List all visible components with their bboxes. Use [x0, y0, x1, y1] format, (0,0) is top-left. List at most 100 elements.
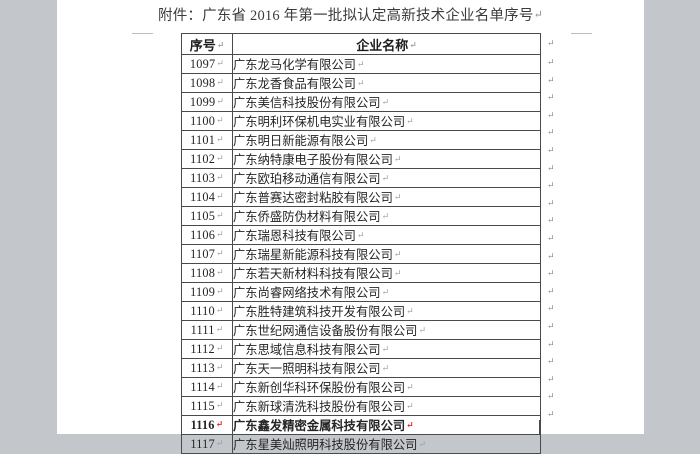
cell-sequence-number: 1097↵: [181, 54, 233, 74]
paragraph-mark-icon: ↵: [547, 356, 555, 367]
cell-sequence-number: 1117↵: [181, 434, 233, 454]
paragraph-mark-icon: ↵: [406, 401, 414, 411]
page-title-text: 广东省 2016 年第一批拟认定高新技术企业名单序号: [202, 8, 534, 24]
paragraph-mark-icon: ↵: [216, 285, 224, 296]
paragraph-mark-icon: ↵: [547, 92, 555, 103]
cell-sequence-number-value: 1111: [190, 322, 215, 337]
cell-sequence-number-value: 1101: [190, 132, 216, 147]
table-row: 1111↵ 广东世纪网通信设备股份有限公司↵: [181, 320, 541, 340]
cell-sequence-number: 1101↵: [181, 130, 233, 150]
paragraph-mark-icon: ↵: [381, 287, 390, 297]
table-row: 1100↵ 广东明利环保机电实业有限公司↵: [181, 111, 541, 131]
paragraph-mark-icon: ↵: [215, 361, 224, 372]
cell-sequence-number: 1098↵: [181, 73, 233, 93]
cell-sequence-number-value: 1116: [190, 417, 215, 432]
cell-sequence-number-value: 1114: [190, 379, 215, 394]
table-row: 1104↵ 广东普赛达密封粘胶有限公司↵: [181, 187, 541, 207]
paragraph-mark-icon: ↵: [547, 38, 555, 48]
cell-company-name: 广东欧珀移动通信有限公司↵: [232, 168, 541, 188]
cell-company-name: 广东胜特建筑科技开发有限公司↵: [232, 301, 541, 321]
table-row: 1106↵ 广东瑞恩科技有限公司↵: [181, 225, 541, 245]
paragraph-mark-icon: ↵: [547, 268, 555, 279]
column-header-name: 企业名称↵: [232, 33, 541, 55]
paragraph-mark-icon: ↵: [547, 320, 555, 331]
paragraph-mark-icon: ↵: [216, 266, 224, 277]
paragraph-mark-icon: ↵: [547, 232, 555, 243]
cell-company-name: 广东新创华科环保股份有限公司↵: [232, 377, 541, 397]
table-row: 1103↵ 广东欧珀移动通信有限公司↵: [181, 168, 541, 188]
cell-sequence-number-value: 1110: [190, 303, 215, 318]
paragraph-mark-icon: ↵: [216, 152, 224, 163]
table-row: 1099 ↵ 广东美信科技股份有限公司↵: [181, 92, 541, 112]
paragraph-mark-icon: ↵: [215, 418, 224, 429]
cell-company-name: 广东侨盛防伪材料有限公司↵: [232, 206, 541, 226]
cell-sequence-number-value: 1098: [189, 75, 216, 90]
table-row: 1110↵ 广东胜特建筑科技开发有限公司↵: [181, 301, 541, 321]
cell-company-name: 广东新球清洗科技股份有限公司↵: [232, 396, 541, 416]
paragraph-mark-icon: ↵: [547, 338, 555, 349]
cell-company-name: 广东瑞恩科技有限公司↵: [232, 225, 541, 245]
table-row: 1101↵ 广东明日新能源有限公司↵: [181, 130, 541, 150]
paragraph-mark-icon: ↵: [216, 190, 224, 201]
page-gutter-left: [0, 0, 57, 434]
paragraph-mark-icon: ↵: [393, 249, 402, 259]
column-header-id: 序号↵: [181, 33, 233, 55]
table-row: 1105↵ 广东侨盛防伪材料有限公司↵: [181, 206, 541, 226]
cell-sequence-number: 1104↵: [181, 187, 233, 207]
paragraph-mark-icon: ↵: [381, 173, 390, 183]
paragraph-mark-icon: ↵: [547, 250, 555, 261]
cell-company-name: 广东瑞星新能源科技有限公司↵: [232, 244, 541, 264]
cell-company-name-value: 广东瑞星新能源科技有限公司: [233, 248, 393, 262]
paragraph-mark-icon: ↵: [547, 109, 555, 120]
cell-sequence-number: 1112↵: [181, 339, 233, 359]
cell-company-name: 广东美信科技股份有限公司↵: [232, 92, 541, 112]
cell-sequence-number-value: 1107: [190, 246, 216, 261]
table-row: 1115↵ 广东新球清洗科技股份有限公司↵: [181, 396, 541, 416]
paragraph-mark-icon: ↵: [216, 76, 225, 87]
margin-crop-mark-right: [571, 33, 592, 34]
paragraph-mark-icon: ↵: [547, 162, 555, 173]
cell-company-name: 广东明日新能源有限公司↵: [232, 130, 541, 150]
paragraph-mark-icon: ↵: [215, 380, 224, 391]
paragraph-mark-icon: ↵: [381, 97, 390, 107]
cell-sequence-number: 1108↵: [181, 263, 233, 283]
paragraph-mark-icon: ↵: [547, 57, 555, 67]
table-row: 1113↵ 广东天一照明科技有限公司↵: [181, 358, 541, 378]
cell-company-name-value: 广东明日新能源有限公司: [233, 134, 369, 148]
cell-company-name-value: 广东胜特建筑科技开发有限公司: [233, 305, 406, 319]
table-row-partial: [181, 420, 540, 434]
cell-company-name: 广东明利环保机电实业有限公司↵: [232, 111, 541, 131]
paragraph-mark-icon: ↵: [215, 342, 224, 353]
table-header-row: 序号↵ 企业名称↵: [181, 33, 541, 55]
cell-company-name: 广东鑫发精密金属科技有限公司↵: [232, 415, 541, 435]
table-row: 1102↵ 广东纳特康电子股份有限公司↵: [181, 149, 541, 169]
paragraph-mark-icon: ↵: [215, 437, 224, 448]
cell-company-name-value: 广东美信科技股份有限公司: [233, 96, 381, 110]
cell-sequence-number-value: 1109: [190, 284, 216, 299]
right-margin-paragraph-marks: ↵ ↵ ↵ ↵ ↵ ↵ ↵ ↵ ↵ ↵ ↵ ↵ ↵ ↵ ↵ ↵ ↵ ↵ ↵ ↵ ↵ ↵: [547, 33, 567, 423]
cell-sequence-number: 1106↵: [181, 225, 233, 245]
cell-company-name-value: 广东明利环保机电实业有限公司: [233, 115, 406, 129]
cell-sequence-number: 1110↵: [181, 301, 233, 321]
paragraph-mark-icon: ↵: [393, 154, 402, 164]
cell-company-name: 广东普赛达密封粘胶有限公司↵: [232, 187, 541, 207]
margin-crop-mark-left: [132, 33, 153, 34]
cell-sequence-number-value: 1097: [189, 56, 216, 71]
paragraph-mark-icon: ↵: [406, 306, 414, 316]
cell-company-name: 广东若天新材料科技有限公司↵: [232, 263, 541, 283]
paragraph-mark-icon: ↵: [547, 285, 555, 296]
paragraph-mark-icon: ↵: [381, 211, 390, 221]
cell-sequence-number-value: 1104: [190, 189, 216, 204]
cell-company-name-value: 广东龙马化学有限公司: [233, 58, 356, 72]
paragraph-mark-icon: ↵: [356, 78, 365, 88]
cell-sequence-number-value: 1112: [190, 341, 215, 356]
table-row: 1112↵ 广东思域信息科技有限公司↵: [181, 339, 541, 359]
paragraph-mark-icon: ↵: [393, 192, 402, 202]
table-row: 1116↵ 广东鑫发精密金属科技有限公司↵: [181, 415, 541, 435]
paragraph-mark-icon: ↵: [369, 135, 377, 145]
cell-company-name: 广东星美灿照明科技股份有限公司↵: [232, 434, 541, 454]
paragraph-mark-icon: ↵: [418, 325, 427, 335]
cell-sequence-number-value: 1099: [189, 94, 216, 109]
cell-company-name: 广东纳特康电子股份有限公司↵: [232, 149, 541, 169]
paragraph-mark-icon: ↵: [409, 39, 417, 50]
